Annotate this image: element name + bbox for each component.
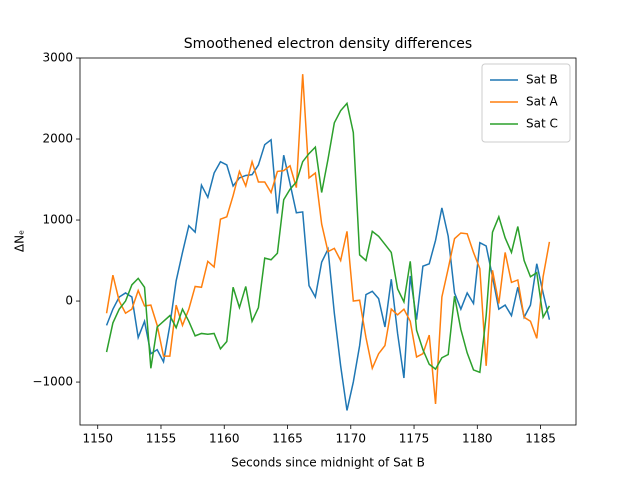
series-line xyxy=(105,74,551,405)
y-tick-label: −1000 xyxy=(32,375,73,389)
x-tick-label: 1160 xyxy=(209,432,240,446)
legend-label: Sat C xyxy=(526,117,558,131)
plot-frame xyxy=(79,57,577,426)
x-tick-label: 1155 xyxy=(146,432,177,446)
series-line xyxy=(105,101,551,374)
legend-box xyxy=(481,63,571,143)
y-tick-label: 2000 xyxy=(42,132,73,146)
y-axis-label: ΔNₑ xyxy=(13,230,27,252)
chart-title: Smoothened electron density differences xyxy=(184,36,472,52)
legend-label: Sat B xyxy=(526,73,558,87)
x-tick-label: 1180 xyxy=(462,432,493,446)
x-tick-label: 1165 xyxy=(272,432,303,446)
x-axis-label: Seconds since midnight of Sat B xyxy=(231,456,425,470)
x-tick-label: 1175 xyxy=(399,432,430,446)
x-tick-label: 1185 xyxy=(525,432,556,446)
y-tick-label: 3000 xyxy=(42,51,73,65)
x-tick-label: 1170 xyxy=(336,432,367,446)
x-tick-label: 1150 xyxy=(82,432,113,446)
y-tick-label: 0 xyxy=(65,294,73,308)
y-tick-label: 1000 xyxy=(42,213,73,227)
legend-label: Sat A xyxy=(526,95,558,109)
